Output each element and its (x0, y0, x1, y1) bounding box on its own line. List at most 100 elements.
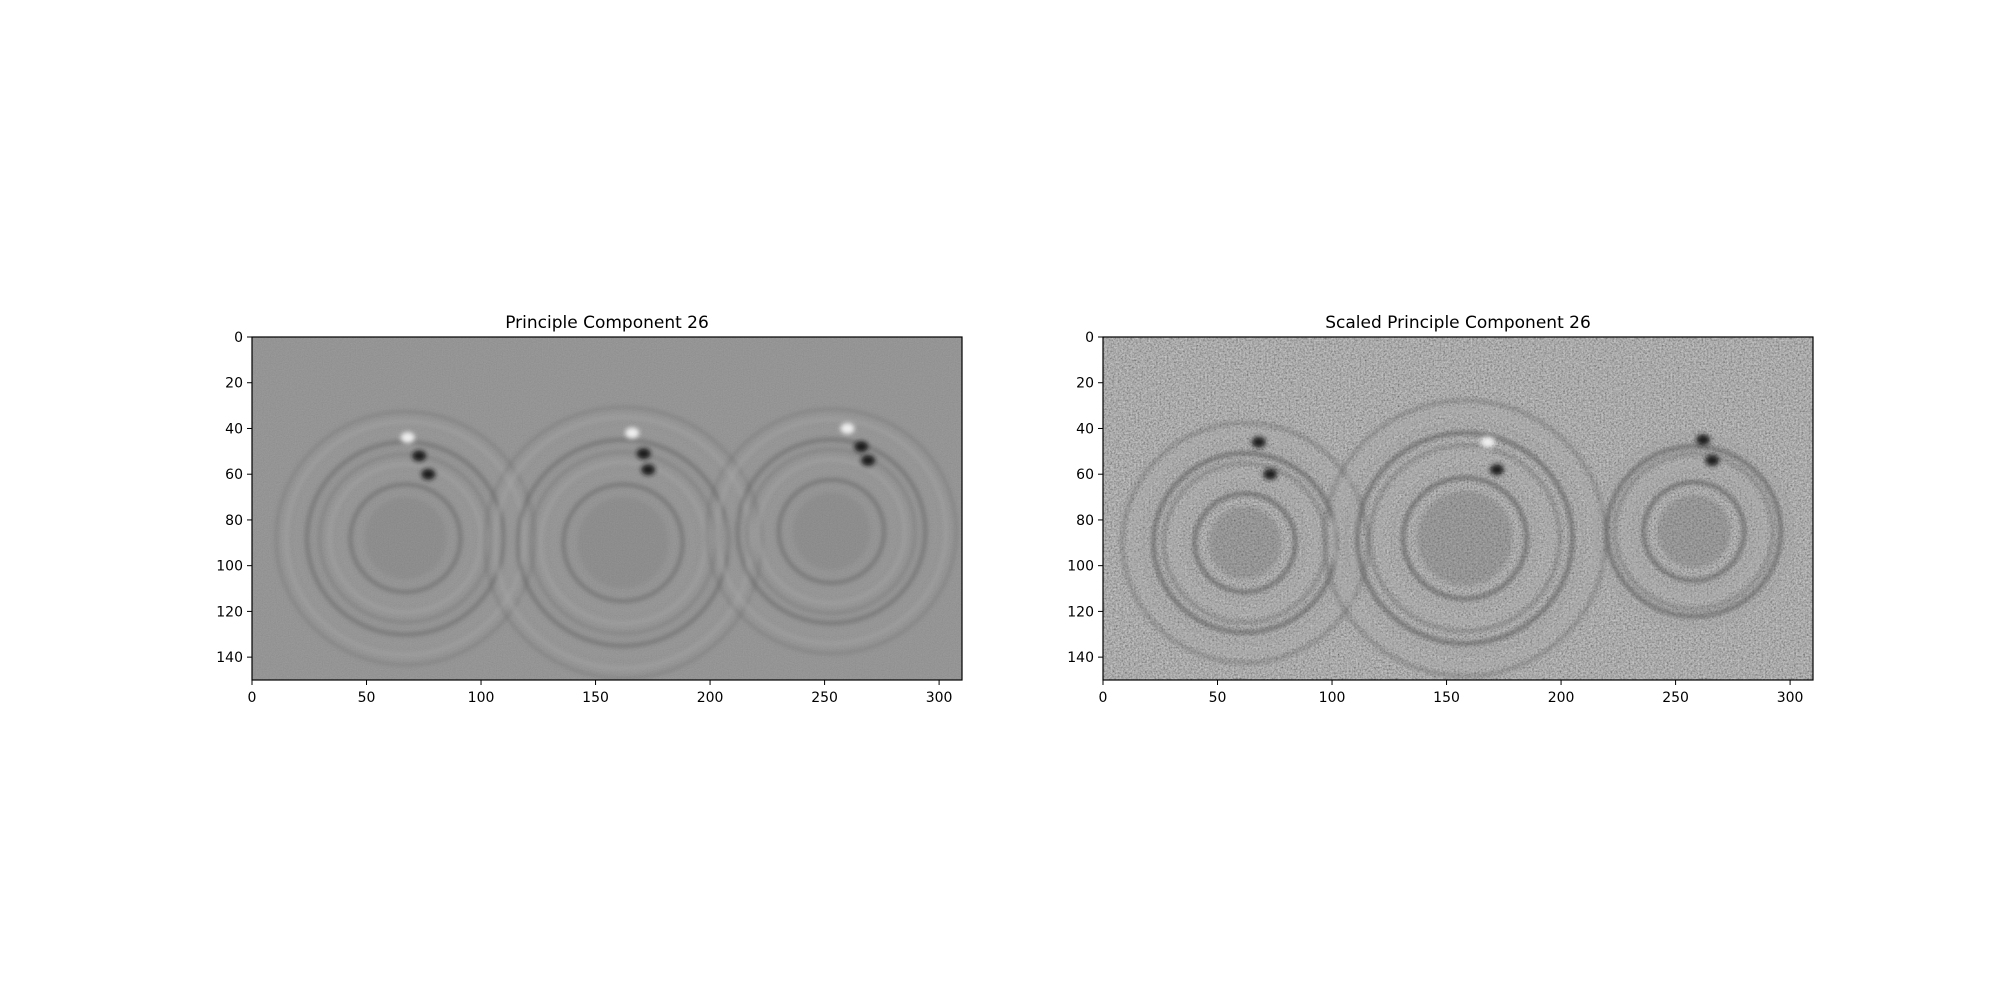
diffraction-ring (756, 458, 907, 605)
blob-group (1251, 434, 1720, 480)
y-tick-label: 40 (225, 421, 243, 437)
y-tick-label: 80 (1076, 513, 1094, 529)
x-tick-label: 200 (697, 690, 724, 706)
diffraction-ring (735, 437, 927, 625)
dark-spot (641, 464, 656, 476)
diffraction-ring (348, 482, 463, 594)
diffraction-ring (551, 473, 695, 613)
x-tick-label: 50 (1209, 690, 1227, 706)
x-tick-label: 100 (1319, 690, 1346, 706)
diffraction-ring (1401, 475, 1529, 601)
heatmap-image (252, 337, 962, 680)
y-tick-label: 20 (1076, 376, 1094, 392)
y-tick-label: 0 (1085, 330, 1094, 346)
bright-spot (840, 422, 855, 434)
axis-ticks: 0 50 100 150 200 250 300 0 20 40 60 80 100 120 140 (216, 330, 952, 706)
y-tick-label: 140 (1067, 650, 1094, 666)
diffraction-ring (746, 448, 917, 615)
chart-title: Principle Component 26 (505, 313, 709, 333)
blob-group (400, 422, 876, 480)
bright-spot (625, 427, 640, 439)
diffraction-ring (1355, 430, 1575, 646)
y-tick-label: 140 (216, 650, 243, 666)
diffraction-ring (1151, 451, 1339, 635)
ring-core (1657, 494, 1731, 568)
ring-group (274, 406, 958, 680)
y-tick-label: 100 (216, 559, 243, 575)
ring-group (1120, 398, 1793, 678)
ring-core (577, 497, 669, 589)
diffraction-ring (1378, 453, 1552, 624)
y-tick-label: 120 (216, 604, 243, 620)
diffraction-ring (318, 452, 493, 624)
dark-spot (1251, 436, 1266, 448)
diffraction-ring (274, 410, 537, 667)
diffraction-ring (483, 406, 763, 680)
x-tick-label: 0 (1099, 690, 1108, 706)
axis-ticks: 0 50 100 150 200 250 300 0 20 40 60 80 100 120 140 (1067, 330, 1803, 706)
diffraction-ring (1631, 470, 1757, 593)
diffraction-ring (295, 430, 516, 646)
diffraction-ring (767, 468, 896, 595)
diffraction-ring (1623, 462, 1765, 601)
dark-spot (861, 454, 876, 466)
diffraction-ring (1120, 421, 1370, 665)
diffraction-ring (726, 428, 937, 635)
heatmap-image (1103, 337, 1813, 680)
x-tick-label: 250 (1662, 690, 1689, 706)
diffraction-ring (529, 450, 717, 635)
diffraction-ring (715, 417, 948, 646)
y-tick-label: 60 (225, 467, 243, 483)
diffraction-ring (538, 460, 708, 626)
x-tick-label: 0 (248, 690, 257, 706)
ring-core (364, 497, 447, 580)
x-tick-label: 200 (1548, 690, 1575, 706)
y-tick-label: 80 (225, 513, 243, 529)
ring-core (1208, 506, 1282, 580)
diffraction-ring (1192, 491, 1298, 595)
dark-spot (412, 450, 427, 462)
diffraction-ring (1345, 421, 1585, 656)
diffraction-ring (1595, 434, 1793, 629)
diffraction-ring (1182, 481, 1308, 604)
diffraction-ring (705, 408, 958, 655)
panel-scaled-principle-component: Scaled Principle Component 26 0 50 100 150 2… (1067, 313, 1814, 706)
plot-frame (1102, 336, 1814, 681)
diffraction-ring (1172, 471, 1318, 615)
diffraction-ring (1613, 452, 1775, 611)
x-tick-label: 300 (926, 690, 953, 706)
diffraction-ring (493, 415, 753, 670)
x-tick-label: 50 (358, 690, 376, 706)
dark-spot (636, 448, 651, 460)
diffraction-ring (1604, 444, 1783, 619)
dark-spot (1263, 468, 1278, 480)
x-tick-label: 150 (1433, 690, 1460, 706)
dark-spot (854, 441, 869, 453)
diffraction-ring (1368, 443, 1562, 633)
dark-spot (1696, 434, 1711, 446)
diffraction-ring (1391, 466, 1539, 611)
y-tick-label: 20 (225, 376, 243, 392)
dark-spot (421, 468, 436, 480)
ring-core (1416, 490, 1513, 587)
y-tick-label: 40 (1076, 421, 1094, 437)
diffraction-ring (284, 420, 527, 657)
dark-spot (1489, 464, 1504, 476)
y-tick-label: 0 (234, 330, 243, 346)
diffraction-ring (1641, 480, 1747, 583)
diffraction-ring (1162, 461, 1328, 624)
x-tick-label: 100 (468, 690, 495, 706)
diffraction-ring (777, 478, 886, 585)
dark-spot (1705, 454, 1720, 466)
y-tick-label: 120 (1067, 604, 1094, 620)
bright-spot (400, 432, 415, 444)
x-tick-label: 300 (1777, 690, 1804, 706)
y-tick-label: 60 (1076, 467, 1094, 483)
x-tick-label: 250 (811, 690, 838, 706)
ring-core (792, 492, 871, 571)
diffraction-ring (561, 482, 685, 603)
diffraction-ring (338, 473, 472, 604)
diffraction-ring (328, 462, 483, 614)
panel-principle-component: Principle Component 26 0 50 100 150 200 250 30… (216, 313, 963, 706)
